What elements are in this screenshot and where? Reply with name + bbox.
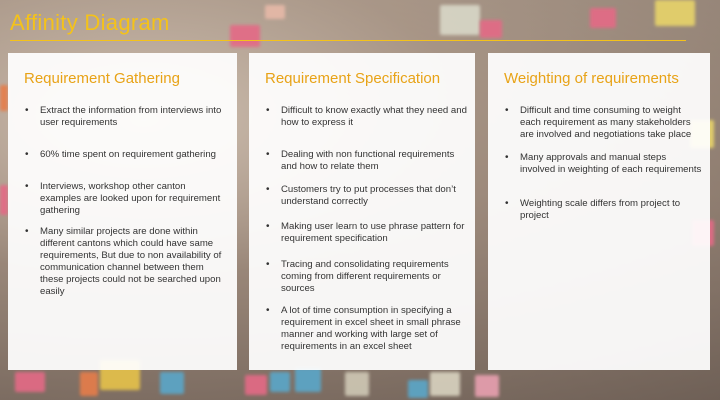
list-item: • Customers try to put processes that don…: [249, 184, 475, 208]
panel-weighting-of-requirements: Weighting of requirements • Difficult and…: [488, 53, 710, 370]
bullet-icon: •: [505, 152, 509, 163]
list-item-text: Customers try to put processes that don’…: [281, 184, 456, 207]
list-item: • A lot of time consumption in specifying…: [249, 305, 475, 353]
list-item: • Interviews, workshop other canton examp…: [8, 181, 237, 217]
sticky-note: [295, 368, 321, 392]
list-item: • Many similar projects are done within d…: [8, 226, 237, 298]
list-item: • Extract the information from interviews…: [8, 105, 237, 129]
bullet-icon: •: [266, 305, 270, 316]
list-item-text: 60% time spent on requirement gathering: [40, 149, 216, 160]
sticky-note: [475, 375, 499, 397]
list-item-text: Difficult to know exactly what they need…: [281, 105, 467, 128]
bullet-icon: •: [266, 259, 270, 270]
sticky-note: [655, 0, 695, 26]
sticky-note: [15, 372, 45, 392]
panel-heading: Weighting of requirements: [504, 70, 679, 87]
list-item: • Dealing with non functional requirement…: [249, 149, 475, 173]
bullet-icon: •: [266, 149, 270, 160]
bullet-icon: •: [25, 105, 29, 116]
list-item-text: Dealing with non functional requirements…: [281, 149, 455, 172]
list-item-text: Many approvals and manual steps involved…: [520, 152, 702, 175]
sticky-note: [408, 380, 428, 398]
bullet-icon: •: [266, 221, 270, 232]
list-item: • 60% time spent on requirement gathering: [8, 149, 237, 161]
sticky-note: [265, 5, 285, 19]
bullet-icon: •: [266, 184, 270, 195]
bullet-icon: •: [505, 198, 509, 209]
list-item-text: A lot of time consumption in specifying …: [281, 305, 461, 352]
bullet-icon: •: [266, 105, 270, 116]
list-item: • Making user learn to use phrase pattern…: [249, 221, 475, 245]
list-item: • Difficult to know exactly what they nee…: [249, 105, 475, 129]
list-item-text: Many similar projects are done within di…: [40, 226, 222, 297]
list-item-text: Weighting scale differs from project to …: [520, 198, 681, 221]
panel-requirement-gathering: Requirement Gathering • Extract the infor…: [8, 53, 237, 370]
sticky-note: [270, 372, 290, 392]
sticky-note: [590, 8, 616, 28]
sticky-note: [480, 20, 502, 38]
sticky-note: [80, 372, 98, 396]
title-underline: [10, 40, 686, 41]
panel-requirement-specification: Requirement Specification • Difficult to …: [249, 53, 475, 370]
list-item: • Tracing and consolidating requirements …: [249, 259, 475, 295]
panel-heading: Requirement Specification: [265, 70, 441, 87]
slide-title: Affinity Diagram: [10, 10, 170, 35]
list-item-text: Extract the information from interviews …: [40, 105, 222, 128]
sticky-note: [345, 372, 369, 396]
sticky-note: [440, 5, 480, 35]
list-item-text: Making user learn to use phrase pattern …: [281, 221, 465, 244]
bullet-icon: •: [25, 226, 29, 237]
sticky-note: [245, 375, 267, 395]
sticky-note: [430, 372, 460, 396]
list-item: • Weighting scale differs from project to…: [488, 198, 710, 222]
list-item: • Many approvals and manual steps involve…: [488, 152, 710, 176]
sticky-note: [230, 25, 260, 47]
panel-heading: Requirement Gathering: [24, 70, 180, 87]
list-item-text: Difficult and time consuming to weight e…: [520, 105, 692, 140]
sticky-note: [160, 372, 184, 394]
bullet-icon: •: [505, 105, 509, 116]
bullet-icon: •: [25, 149, 29, 160]
list-item-text: Interviews, workshop other canton exampl…: [40, 181, 221, 216]
list-item: • Difficult and time consuming to weight …: [488, 105, 710, 141]
sticky-note: [0, 185, 8, 215]
bullet-icon: •: [25, 181, 29, 192]
list-item-text: Tracing and consolidating requirements c…: [281, 259, 449, 294]
sticky-note: [0, 85, 8, 111]
